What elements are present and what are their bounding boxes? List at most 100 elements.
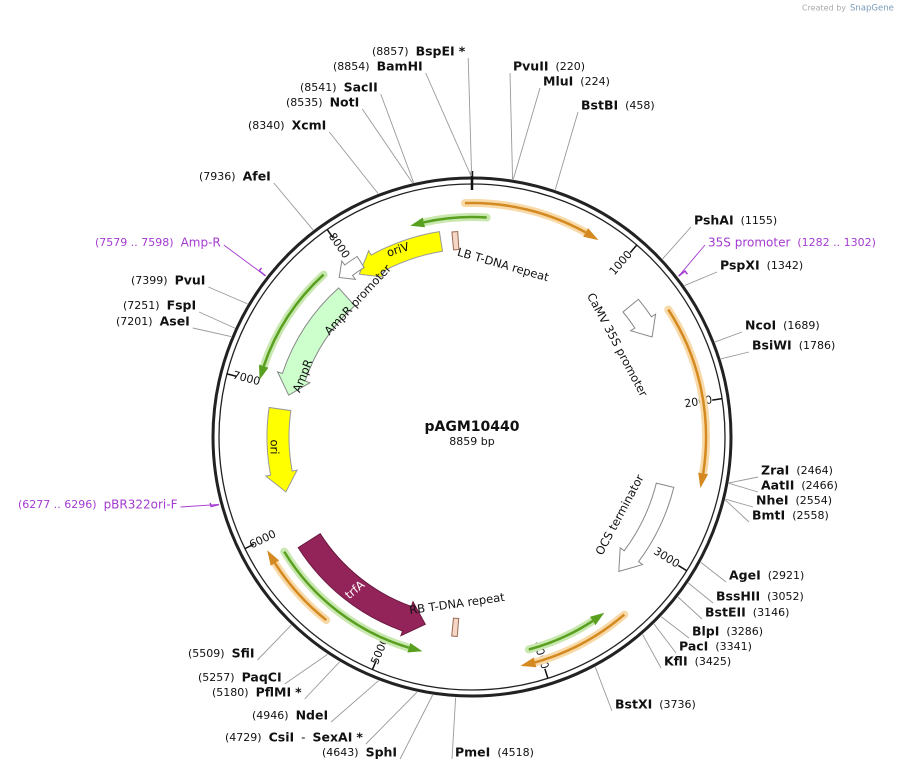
enzyme-name: BlpI bbox=[692, 624, 719, 639]
primer-line bbox=[180, 504, 219, 508]
enzyme-name: SexAI bbox=[312, 730, 352, 745]
enzyme-name: AatII bbox=[761, 478, 794, 493]
primer-site bbox=[678, 270, 688, 277]
primer-site bbox=[209, 502, 219, 508]
cut-site-line bbox=[662, 226, 692, 260]
enzyme-name: AgeI bbox=[729, 568, 761, 583]
orange-track bbox=[273, 562, 328, 622]
tick-mark bbox=[371, 660, 378, 670]
cut-site-line bbox=[660, 616, 690, 639]
ampr-arrow bbox=[276, 287, 356, 396]
tick-mark bbox=[712, 397, 723, 401]
enzyme-position: (2921) bbox=[768, 569, 805, 582]
orange-track-head bbox=[583, 228, 599, 241]
cut-site-line bbox=[714, 331, 743, 343]
primer-line bbox=[223, 244, 266, 277]
camv-promoter-arrow bbox=[622, 298, 657, 338]
cut-site-line bbox=[328, 131, 379, 194]
cut-site-line bbox=[304, 661, 340, 700]
trfa-arrow bbox=[297, 533, 426, 637]
enzyme-name: PacI bbox=[679, 639, 708, 654]
enzyme-position: (4946) bbox=[252, 709, 289, 722]
cut-site-line bbox=[677, 596, 703, 620]
cut-site-line bbox=[684, 271, 718, 286]
credit-prefix: Created by bbox=[802, 4, 846, 13]
green-track bbox=[262, 273, 325, 367]
cut-site-line bbox=[451, 697, 457, 760]
cut-site-line bbox=[653, 623, 677, 654]
tick-label: 7000 bbox=[231, 369, 261, 389]
primer-line bbox=[678, 244, 706, 277]
primer-name: 35S promoter bbox=[708, 236, 790, 250]
enzyme-position: (1786) bbox=[799, 339, 836, 352]
enzyme-position: (4518) bbox=[497, 746, 534, 759]
cut-site-line bbox=[509, 72, 514, 180]
enzyme-name: PvuII bbox=[513, 59, 549, 74]
cut-site-line bbox=[594, 666, 613, 712]
enzyme-name: MluI bbox=[543, 74, 573, 89]
enzyme-position: (3146) bbox=[753, 606, 790, 619]
ocs-terminator-arrow bbox=[618, 482, 675, 573]
enzyme-position: (5257) bbox=[198, 671, 235, 684]
enzyme-position: (224) bbox=[580, 75, 610, 88]
primer-range: (1282 .. 1302) bbox=[797, 236, 876, 249]
green-track-head bbox=[259, 364, 269, 380]
enzyme-name: BspEI bbox=[416, 44, 455, 59]
enzyme-name: AseI bbox=[160, 314, 190, 329]
enzyme-name: BsiWI bbox=[752, 338, 792, 353]
plasmid-length: 8859 bp bbox=[449, 435, 494, 448]
tick-label: 3000 bbox=[651, 545, 682, 571]
primer-range: (7579 .. 7598) bbox=[95, 236, 174, 249]
enzyme-position: (3341) bbox=[715, 640, 752, 653]
enzyme-name: XcmI bbox=[292, 118, 327, 133]
cut-site-line bbox=[728, 482, 759, 493]
enzyme-name: BstXI bbox=[615, 697, 652, 712]
enzyme-position: (8340) bbox=[248, 119, 285, 132]
cut-site-line bbox=[365, 691, 418, 745]
enzyme-marker: * bbox=[295, 685, 302, 700]
enzyme-position: (5509) bbox=[188, 647, 225, 660]
cut-site-line bbox=[198, 311, 235, 329]
tick-mark bbox=[244, 543, 255, 550]
enzyme-name: BssHII bbox=[716, 589, 760, 604]
enzyme-name: SphI bbox=[366, 745, 398, 760]
cut-site-line bbox=[361, 108, 413, 184]
enzyme-name: PshAI bbox=[694, 213, 734, 228]
enzyme-name: AfeI bbox=[243, 169, 271, 184]
tick-label: 2000 bbox=[683, 393, 713, 410]
enzyme-position: (2466) bbox=[801, 479, 838, 492]
enzyme-name: FspI bbox=[167, 298, 197, 313]
cut-site-line bbox=[700, 561, 727, 583]
orange-track-head bbox=[698, 472, 709, 489]
enzyme-name: SacII bbox=[344, 80, 378, 95]
tick-mark bbox=[629, 244, 638, 254]
green-track-head bbox=[410, 217, 425, 228]
enzyme-name: PflMI bbox=[256, 685, 292, 700]
credit-brand: SnapGene bbox=[850, 4, 894, 14]
lb-repeat-box bbox=[451, 230, 460, 251]
cut-site-line bbox=[720, 351, 750, 360]
primer-name: Amp-R bbox=[181, 236, 221, 250]
cut-site-line bbox=[330, 680, 379, 723]
enzyme-name: CsiI bbox=[269, 730, 295, 745]
enzyme-name: BamHI bbox=[377, 59, 423, 74]
enzyme-position: (1689) bbox=[783, 319, 820, 332]
cut-site-line bbox=[208, 286, 248, 305]
tick-label: 6000 bbox=[247, 527, 278, 551]
enzyme-name: NotI bbox=[330, 95, 360, 110]
green-track bbox=[528, 619, 594, 651]
enzyme-name: ZraI bbox=[761, 463, 789, 478]
enzyme-name: PaqCI bbox=[242, 670, 282, 685]
enzyme-separator: - bbox=[301, 731, 305, 745]
enzyme-position: (8854) bbox=[333, 60, 370, 73]
enzyme-position: (2554) bbox=[796, 494, 833, 507]
cut-site-line bbox=[725, 498, 754, 508]
tick-mark bbox=[226, 373, 237, 378]
enzyme-marker: * bbox=[459, 44, 466, 59]
tick-label: 8000 bbox=[326, 230, 353, 260]
primer-range: (6277 .. 6296) bbox=[18, 498, 97, 511]
cut-site-line bbox=[728, 476, 759, 484]
